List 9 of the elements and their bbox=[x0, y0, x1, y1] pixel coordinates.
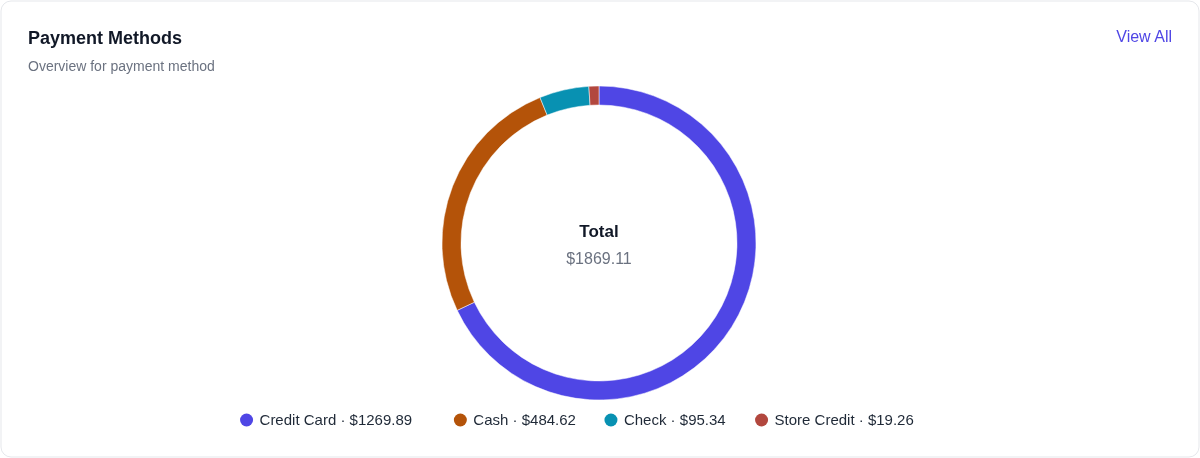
legend-label: Cash · $484.62 bbox=[473, 411, 576, 428]
legend-label: Check · $95.34 bbox=[623, 411, 726, 428]
legend-label: Store Credit · $19.26 bbox=[774, 411, 914, 428]
chart-title: Payment Methods bbox=[28, 28, 183, 48]
text: Overview for payment method bbox=[28, 58, 215, 74]
text: View All bbox=[1116, 28, 1172, 45]
text: Total bbox=[579, 222, 619, 241]
text: $1869.11 bbox=[566, 250, 632, 267]
legend-label: Credit Card · $1269.89 bbox=[259, 411, 413, 428]
